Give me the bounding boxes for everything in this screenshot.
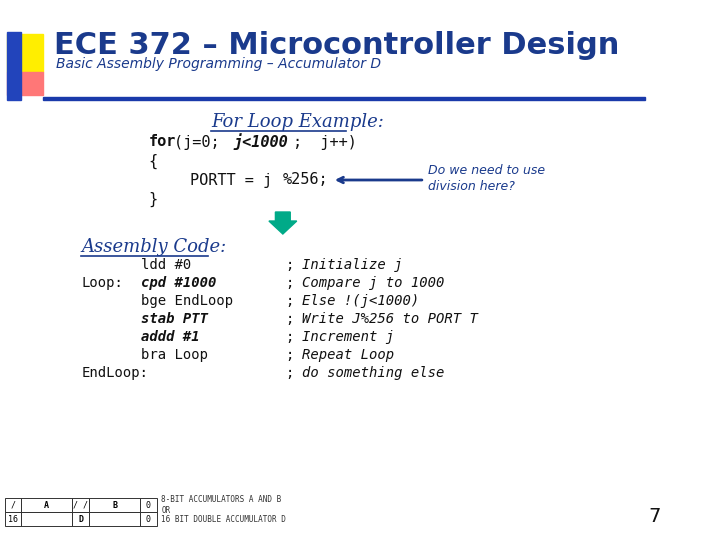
Text: bge EndLoop: bge EndLoop	[141, 294, 233, 308]
Bar	[7, 32, 22, 100]
Text: Else !(j<1000): Else !(j<1000)	[302, 294, 420, 308]
Text: Assembly Code:: Assembly Code:	[81, 238, 227, 256]
Text: {: {	[148, 153, 158, 168]
Bar	[22, 512, 72, 526]
Text: stab PTT: stab PTT	[141, 312, 208, 326]
Text: Loop:: Loop:	[81, 276, 123, 290]
Text: / /: / /	[73, 501, 88, 510]
Text: ;: ;	[286, 366, 294, 380]
Bar	[4, 498, 22, 512]
Text: addd #1: addd #1	[141, 330, 199, 344]
Text: 7: 7	[648, 507, 660, 526]
Text: 16: 16	[8, 515, 18, 523]
Bar	[89, 512, 140, 526]
Bar	[72, 512, 89, 526]
Text: 16 BIT DOUBLE ACCUMULATOR D: 16 BIT DOUBLE ACCUMULATOR D	[161, 515, 287, 523]
Bar	[140, 512, 157, 526]
Bar	[22, 498, 72, 512]
Text: PORTT = j: PORTT = j	[190, 172, 272, 187]
Text: Do we need to use: Do we need to use	[428, 164, 546, 177]
Text: do something else: do something else	[302, 366, 445, 380]
Text: ;: ;	[286, 258, 294, 272]
Text: bra Loop: bra Loop	[141, 348, 208, 362]
Text: (j=0;: (j=0;	[174, 134, 238, 150]
Text: Basic Assembly Programming – Accumulator D: Basic Assembly Programming – Accumulator…	[55, 57, 381, 71]
Text: division here?: division here?	[428, 179, 516, 192]
Bar	[7, 34, 42, 72]
Bar	[72, 498, 89, 512]
Text: B: B	[112, 501, 117, 510]
Text: Increment j: Increment j	[302, 330, 395, 344]
Text: Initialize j: Initialize j	[302, 258, 402, 272]
Text: Write J%256 to PORT T: Write J%256 to PORT T	[302, 312, 478, 326]
Text: EndLoop:: EndLoop:	[81, 366, 148, 380]
Bar	[42, 97, 645, 100]
Text: ;: ;	[286, 330, 294, 344]
Text: ;: ;	[286, 348, 294, 362]
Text: for: for	[148, 134, 176, 150]
Text: For Loop Example:: For Loop Example:	[212, 113, 384, 131]
Text: Repeat Loop: Repeat Loop	[302, 348, 395, 362]
Text: Compare j to 1000: Compare j to 1000	[302, 276, 445, 290]
FancyArrow shape	[269, 212, 297, 234]
Text: cpd #1000: cpd #1000	[141, 276, 216, 290]
Text: 0: 0	[146, 501, 151, 510]
Text: A: A	[45, 501, 50, 510]
Bar	[7, 72, 42, 95]
Text: ;: ;	[286, 312, 294, 326]
Text: }: }	[148, 191, 158, 207]
Text: /: /	[11, 501, 16, 510]
Text: 0: 0	[146, 515, 151, 523]
Bar	[89, 498, 140, 512]
Text: ECE 372 – Microcontroller Design: ECE 372 – Microcontroller Design	[54, 30, 619, 59]
Bar	[4, 512, 22, 526]
Bar	[140, 498, 157, 512]
Text: ldd #0: ldd #0	[141, 258, 192, 272]
Text: ;  j++): ; j++)	[293, 134, 357, 150]
Text: j<1000: j<1000	[234, 133, 289, 151]
Text: D: D	[78, 515, 84, 523]
Text: ;: ;	[286, 276, 294, 290]
Text: %256;: %256;	[283, 172, 328, 187]
Text: 8-BIT ACCUMULATORS A AND B
OR: 8-BIT ACCUMULATORS A AND B OR	[161, 495, 282, 515]
Text: ;: ;	[286, 294, 294, 308]
